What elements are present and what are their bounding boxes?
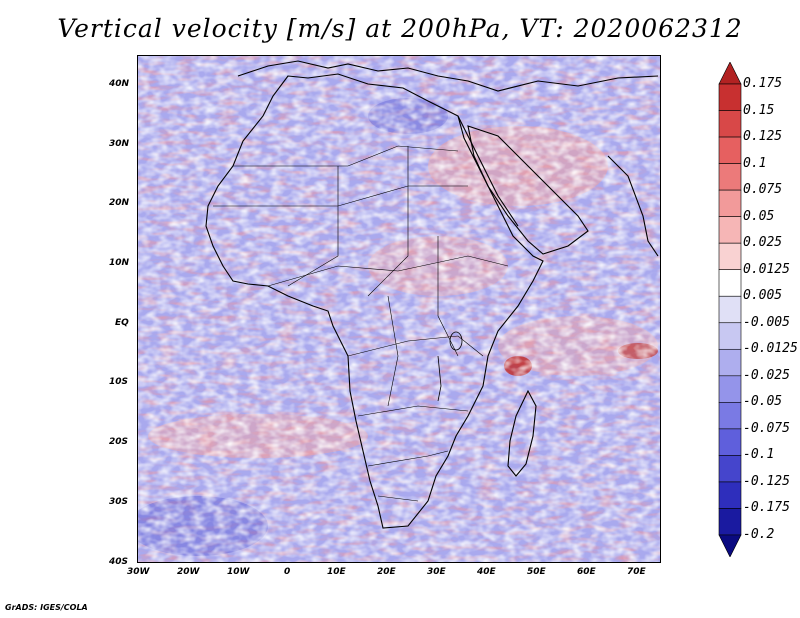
colorbar-box [718, 322, 742, 350]
colorbar-label: -0.2 [743, 527, 775, 542]
lon-label-40e: 40E [477, 567, 496, 577]
lon-label-20w: 20W [177, 567, 200, 577]
colorbar-label: -0.005 [743, 314, 790, 330]
chart-title: Vertical velocity [m/s] at 200hPa, VT: 2… [57, 14, 743, 43]
colorbar-box [718, 269, 742, 297]
colorbar-box [718, 375, 742, 403]
country-borders [213, 145, 509, 502]
lake-tanganyika [437, 355, 442, 402]
lon-label-30w: 30W [127, 567, 150, 577]
colorbar-label: -0.0125 [743, 341, 798, 357]
lon-label-70e: 70E [627, 567, 646, 577]
colorbar-label: 0.1 [743, 155, 767, 171]
lat-label-40n: 40N [109, 79, 130, 89]
colorbar-label: 0.0125 [743, 261, 790, 277]
colorbar-label: 0.15 [743, 102, 775, 118]
colorbar-box [718, 136, 742, 164]
lat-label-30s: 30S [109, 497, 129, 507]
lake-victoria [449, 331, 463, 351]
colorbar-box [718, 481, 742, 509]
lat-label-40s: 40S [109, 557, 129, 567]
lon-label-10e: 10E [327, 567, 346, 577]
coastlines [205, 60, 659, 529]
lon-label-50e: 50E [527, 567, 546, 577]
colorbar-label: -0.05 [743, 394, 783, 410]
lat-label-20n: 20N [109, 198, 130, 208]
colorbar-box [718, 508, 742, 536]
lon-label-30e: 30E [427, 567, 446, 577]
lon-label-0: 0 [284, 567, 291, 577]
lon-label-60e: 60E [577, 567, 596, 577]
lon-label-20e: 20E [377, 567, 396, 577]
lat-label-10n: 10N [109, 258, 130, 268]
colorbar-top-triangle [718, 62, 742, 85]
colorbar-box [718, 295, 742, 324]
lon-label-10w: 10W [227, 567, 250, 577]
colorbar-label: 0.005 [743, 288, 783, 304]
vertical-velocity-field [138, 56, 660, 562]
colorbar-box [718, 189, 742, 217]
colorbar-label: 0.125 [743, 129, 783, 145]
colorbar-box [718, 402, 742, 430]
colorbar [718, 62, 742, 557]
colorbar-label: 0.075 [743, 182, 783, 198]
lat-label-eq: EQ [115, 318, 129, 328]
colorbar-box [718, 428, 742, 456]
colorbar-box [718, 83, 742, 111]
colorbar-label: -0.1 [743, 447, 775, 463]
lat-label-30n: 30N [109, 139, 130, 149]
colorbar-box [718, 163, 742, 191]
lat-label-10s: 10S [109, 377, 129, 387]
colorbar-box [718, 242, 742, 271]
colorbar-box [718, 348, 742, 377]
colorbar-boxes [718, 62, 742, 557]
colorbar-label: 0.025 [743, 235, 783, 251]
map-panel [137, 55, 661, 563]
field-white-texture [138, 56, 660, 562]
colorbar-label: -0.175 [743, 500, 790, 516]
colorbar-label: 0.05 [743, 208, 775, 224]
colorbar-box [718, 110, 742, 138]
lat-label-20s: 20S [109, 437, 129, 447]
colorbar-label: -0.075 [743, 420, 790, 436]
colorbar-label: -0.025 [743, 367, 790, 383]
colorbar-box [718, 216, 742, 244]
colorbar-label: -0.125 [743, 473, 790, 489]
grads-credit: GrADS: IGES/COLA [5, 603, 88, 612]
colorbar-box [718, 455, 742, 483]
colorbar-bottom-triangle [718, 534, 742, 557]
colorbar-label: 0.175 [743, 76, 783, 91]
